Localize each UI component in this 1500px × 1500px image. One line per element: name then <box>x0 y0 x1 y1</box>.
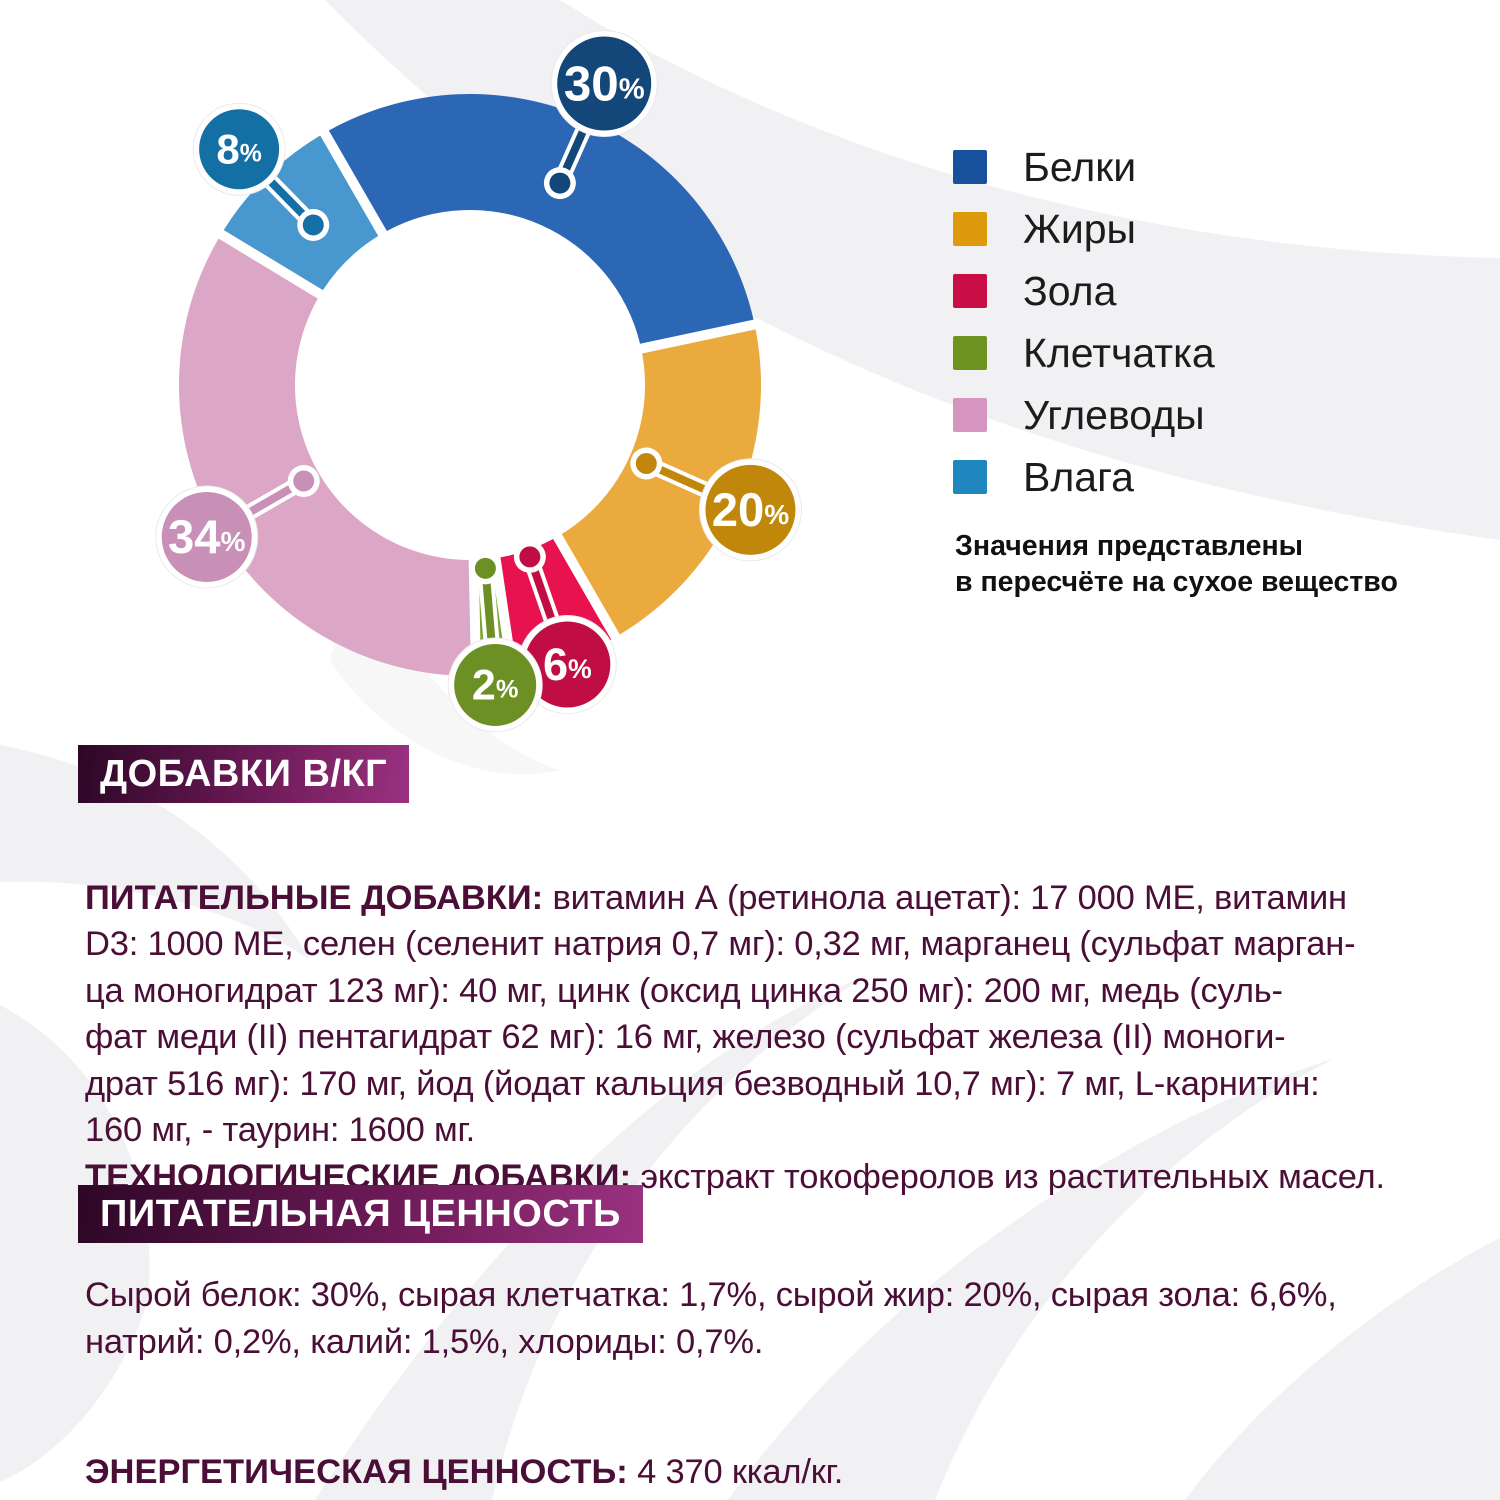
percent-bubble-Клетчатка <box>454 643 537 726</box>
legend-label: Углеводы <box>1023 392 1205 438</box>
additives-paragraph: ПИТАТЕЛЬНЫЕ ДОБАВКИ: витамин А (ретинола… <box>85 828 1485 1247</box>
nutrition-values-text: Сырой белок: 30%, сырая клетчатка: 1,7%,… <box>85 1276 1337 1361</box>
percent-bubble-Углеводы <box>161 492 252 582</box>
connector-dot <box>635 453 657 475</box>
legend-item-zhiry: Жиры <box>953 206 1215 252</box>
percent-bubble-value: 30% <box>564 56 645 111</box>
connector-dot <box>519 546 541 568</box>
chart-note: Значения представлены в пересчёте на сух… <box>955 530 1398 598</box>
nutritional-additives-label: ПИТАТЕЛЬНЫЕ ДОБАВКИ: <box>85 878 544 917</box>
energy-value-label: ЭНЕРГЕТИЧЕСКАЯ ЦЕННОСТЬ: <box>85 1452 628 1491</box>
energy-value-text: 4 370 ккал/кг. <box>627 1452 844 1491</box>
legend-item-zola: Зола <box>953 268 1215 314</box>
percent-bubble-Белки <box>557 36 652 131</box>
technological-additives-text: экстракт токоферолов из растительных мас… <box>631 1157 1385 1196</box>
percent-bubble-Зола <box>524 621 611 708</box>
donut-segment-Углеводы <box>179 238 472 676</box>
section-header-nutrition: ПИТАТЕЛЬНАЯ ЦЕННОСТЬ <box>78 1185 643 1243</box>
nutritional-additives-line: ПИТАТЕЛЬНЫЕ ДОБАВКИ: витамин А (ретинола… <box>85 878 1356 1150</box>
percent-bubble-Жиры <box>705 464 796 555</box>
connector-dot <box>293 470 315 492</box>
legend-swatch <box>953 460 987 494</box>
percent-bubble-value: 20% <box>712 484 790 537</box>
legend-item-uglevody: Углеводы <box>953 392 1215 438</box>
connector-dot <box>474 557 496 579</box>
section-header-additives: ДОБАВКИ В/КГ <box>78 745 410 803</box>
legend-swatch <box>953 212 987 246</box>
legend-swatch <box>953 274 987 308</box>
legend-swatch <box>953 398 987 432</box>
legend-item-kletchatka: Клетчатка <box>953 330 1215 376</box>
legend-item-belki: Белки <box>953 144 1215 190</box>
legend-item-vlaga: Влага <box>953 454 1215 500</box>
percent-bubble-Влага <box>199 109 280 190</box>
legend-label: Жиры <box>1023 206 1137 252</box>
legend-label: Клетчатка <box>1023 330 1215 376</box>
legend-label: Белки <box>1023 144 1137 190</box>
percent-bubble-value: 34% <box>168 511 246 564</box>
chart-legend: Белки Жиры Зола Клетчатка Углеводы Влага <box>953 144 1215 522</box>
percent-bubble-value: 8% <box>216 126 261 173</box>
percent-bubble-value: 6% <box>543 639 592 690</box>
percent-bubble-value: 2% <box>472 662 519 710</box>
legend-swatch <box>953 336 987 370</box>
donut-chart: 30% 20% 6% 2% 34% 8% <box>155 30 802 733</box>
legend-label: Влага <box>1023 454 1134 500</box>
connector-dot <box>302 214 324 236</box>
legend-swatch <box>953 150 987 184</box>
donut-segment-Белки <box>328 93 754 344</box>
donut-segment-Жиры <box>561 329 761 635</box>
nutritional-additives-text: витамин А (ретинола ацетат): 17 000 МЕ, … <box>85 878 1356 1150</box>
energy-value-line: ЭНЕРГЕТИЧЕСКАЯ ЦЕННОСТЬ: 4 370 ккал/кг. <box>85 1402 1485 1495</box>
legend-label: Зола <box>1023 268 1117 314</box>
connector-dot <box>549 172 571 194</box>
